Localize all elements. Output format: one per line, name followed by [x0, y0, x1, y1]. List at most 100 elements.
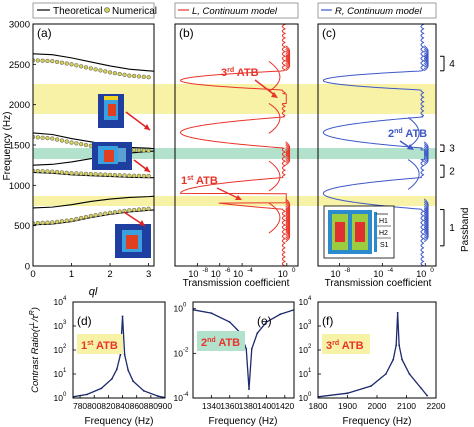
passband-axis: 1 2 3 4 Passband: [440, 55, 471, 252]
resonance-loop: [423, 141, 429, 154]
x-tick-exponent: -8: [344, 267, 350, 274]
numerical-point: [127, 173, 132, 178]
numerical-point: [64, 139, 69, 144]
x-tick-exponent: 0: [292, 267, 296, 274]
x-tick-label: 0: [30, 269, 35, 280]
legend-theoretical: Theoretical: [53, 6, 102, 17]
x-tick-label: 2: [107, 269, 112, 280]
numerical-point: [88, 213, 93, 219]
x-tick-label: 1420: [275, 401, 294, 411]
atb-curve: [268, 60, 281, 134]
legend-c: R, Continuum model: [317, 2, 437, 19]
panel-b: (b) 10 -8 10 -6 10 -4 10 0 Transmission coeffic…: [174, 23, 299, 289]
annotation-atb3: 3rd ATB: [221, 67, 278, 98]
x-tick-label: 880: [144, 401, 158, 411]
y-tick-label: 500: [14, 221, 30, 232]
numerical-point: [40, 135, 45, 140]
contrast-point: [86, 393, 89, 396]
x-tick-exponent: -4: [247, 267, 253, 274]
x-tick-label: 1360: [220, 401, 239, 411]
numerical-point: [79, 171, 84, 176]
resonance-loop: [285, 198, 291, 211]
y-tick-label: 10: [54, 321, 64, 331]
y-tick-label: 10: [54, 297, 64, 307]
y-tick-exponent: -4: [183, 392, 189, 398]
x-tick-label: 860: [130, 401, 144, 411]
panel-a-label: (a): [37, 26, 52, 40]
numerical-point: [141, 74, 146, 79]
y-tick-label: 10: [54, 345, 64, 355]
numerical-point: [40, 169, 45, 174]
x-label-a: ql: [89, 286, 98, 298]
x-label-e: Frequency (Hz): [209, 416, 278, 427]
annotation-atb2: 2nd ATB: [388, 128, 427, 150]
y-tick-label: 10: [174, 348, 184, 358]
x-tick-label: 900: [158, 401, 172, 411]
legend-left-model: L, Continuum model: [192, 6, 278, 17]
contrast-point: [119, 353, 122, 356]
numerical-point: [83, 214, 89, 220]
mode-inset-3: [115, 211, 151, 258]
numerical-point: [83, 171, 89, 176]
passband-label: 1: [449, 223, 455, 234]
y-tick-exponent: 3: [63, 320, 67, 326]
contrast-point: [157, 395, 159, 397]
inset-h1: H1: [379, 218, 388, 225]
y-tick-label: 10: [54, 369, 64, 379]
contrast-point: [111, 377, 113, 380]
numerical-point: [132, 147, 137, 153]
y-tick-exponent: 4: [308, 296, 312, 302]
mode-inset-2: [92, 142, 151, 173]
numerical-point: [107, 70, 113, 75]
y-tick-exponent: 0: [63, 392, 67, 398]
contrast-point: [132, 380, 135, 383]
y-tick-exponent: 0: [183, 303, 187, 309]
numerical-point: [35, 168, 40, 174]
numerical-point: [45, 58, 50, 64]
contrast-point: [370, 385, 372, 387]
contrast-point: [384, 373, 387, 375]
y-tick-label: 10: [174, 393, 184, 403]
passband-label: 2: [449, 167, 455, 178]
x-tick-label: 10: [211, 269, 221, 279]
panel-a: (a) 0 500 1000 1500 2000 2500 3000 0 1 2 3 ql Fre…: [2, 20, 155, 298]
theoretical-branch: [33, 53, 154, 72]
numerical-point: [93, 213, 98, 218]
numerical-point: [40, 58, 45, 63]
x-tick-label: 1: [69, 269, 74, 280]
y-label-bottom: Contrast Ratio(τL/τR): [29, 307, 41, 393]
y-label-top: Frequency (Hz): [2, 112, 13, 181]
y-tick-label: 10: [299, 321, 309, 331]
x-label-f: Frequency (Hz): [343, 416, 412, 427]
contrast-point: [248, 388, 250, 390]
legend-a: Theoretical Numerical: [32, 2, 157, 19]
x-tick-exponent: -8: [202, 267, 208, 274]
contrast-curve: [73, 316, 165, 398]
y-tick-exponent: 0: [308, 392, 312, 398]
numerical-point: [132, 207, 137, 213]
transmission-curve: [322, 24, 426, 266]
contrast-point: [127, 369, 130, 372]
numerical-point: [112, 210, 118, 215]
passband-title: Passband: [460, 208, 471, 252]
y-tick-label: 0: [25, 262, 30, 273]
x-label-b: Transmission coefficient: [183, 278, 290, 289]
numerical-point: [146, 206, 151, 211]
x-tick-label: 800: [87, 401, 101, 411]
panel-d-label: (d): [77, 314, 92, 328]
numerical-point: [122, 173, 127, 178]
numerical-point: [127, 73, 132, 78]
x-label-d: Frequency (Hz): [85, 416, 154, 427]
contrast-point: [346, 392, 349, 395]
x-tick-label: 10: [416, 269, 426, 279]
numerical-point: [136, 74, 142, 79]
svg-text:1st ATB: 1st ATB: [181, 175, 218, 187]
contrast-point: [250, 347, 253, 350]
numerical-point: [141, 148, 146, 153]
y-tick-exponent: 4: [63, 296, 67, 302]
contrast-point: [210, 312, 213, 315]
y-tick-label: 2500: [9, 60, 30, 71]
numerical-point: [112, 172, 118, 178]
